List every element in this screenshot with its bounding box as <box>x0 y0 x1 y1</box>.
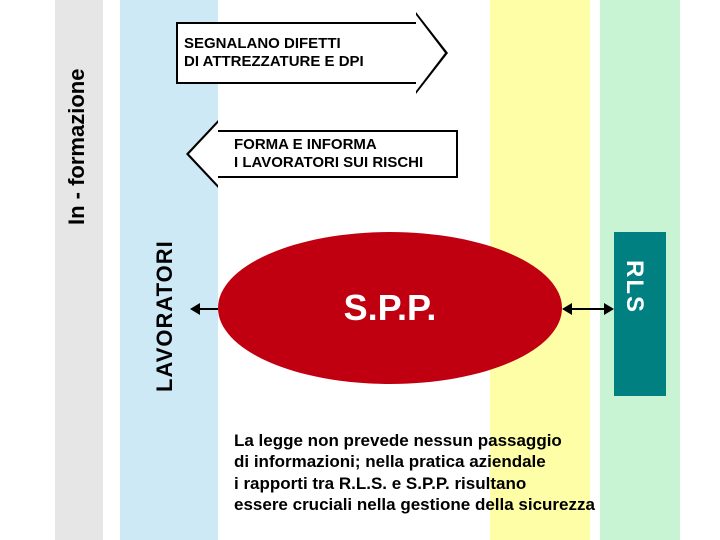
label-rls: RLS <box>620 260 648 314</box>
spp-ellipse: S.P.P. <box>218 232 562 384</box>
footer-paragraph: La legge non prevede nessun passaggio di… <box>234 430 595 515</box>
label-lavoratori: LAVORATORI <box>152 240 178 392</box>
spp-ellipse-label: S.P.P. <box>344 287 437 329</box>
rls-box <box>614 232 666 396</box>
arrow-box-segnalano-text: SEGNALANO DIFETTI DI ATTREZZATURE E DPI <box>178 35 370 71</box>
connector-left-head-icon <box>190 303 200 315</box>
arrow-box-segnalano: SEGNALANO DIFETTI DI ATTREZZATURE E DPI <box>176 22 416 84</box>
connector-right-line <box>570 308 606 310</box>
connector-left-line <box>198 308 218 310</box>
connector-right-head-l-icon <box>562 303 572 315</box>
arrow-left-icon-fill <box>189 123 218 185</box>
label-formazione: In - formazione <box>64 69 90 225</box>
arrow-right-icon-fill <box>416 15 445 91</box>
diagram-stage: In - formazione LAVORATORI RLS SEGNALANO… <box>0 0 720 540</box>
connector-right-head-r-icon <box>604 303 614 315</box>
arrow-box-forma-text: FORMA E INFORMA I LAVORATORI SUI RISCHI <box>228 136 429 172</box>
arrow-box-forma: FORMA E INFORMA I LAVORATORI SUI RISCHI <box>218 130 458 178</box>
